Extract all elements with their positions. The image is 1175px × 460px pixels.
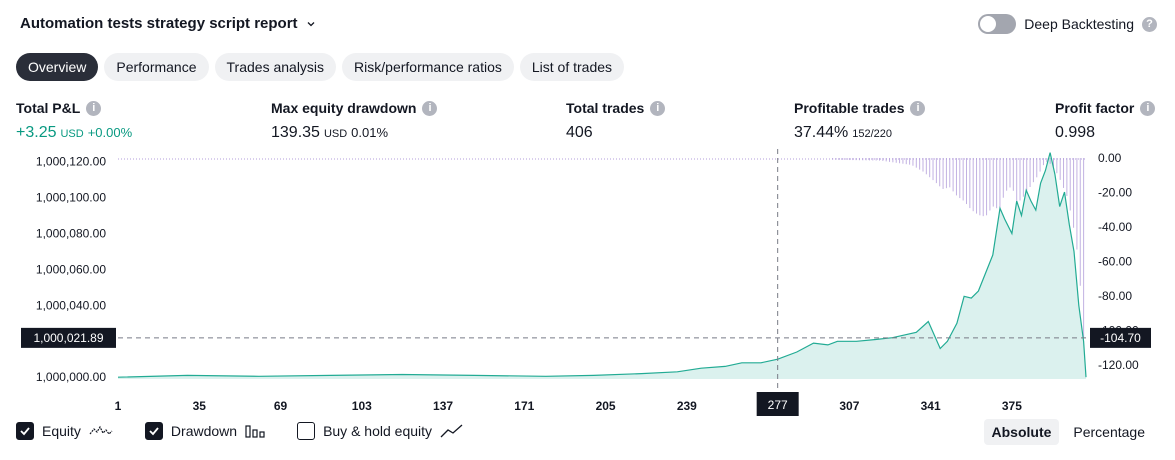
deep-backtesting-label: Deep Backtesting xyxy=(1024,16,1134,32)
stat-unit: USD xyxy=(323,128,348,140)
stat-percent: 0.01% xyxy=(351,125,389,140)
report-title: Automation tests strategy script report xyxy=(20,15,298,32)
tab-overview[interactable]: Overview xyxy=(16,53,99,81)
stat-profit-factor: Profit factor i 0.998 xyxy=(1055,100,1156,142)
tab-performance[interactable]: Performance xyxy=(104,53,209,81)
stat-profitable-trades: Profitable trades i 37.44% 152/220 xyxy=(794,100,926,142)
x-tick-label: 103 xyxy=(352,399,372,413)
info-icon[interactable]: i xyxy=(1140,100,1156,116)
stat-value: 139.35 xyxy=(271,124,320,141)
report-header[interactable]: Automation tests strategy script report xyxy=(20,15,316,32)
stat-value: 0.998 xyxy=(1055,124,1096,141)
left-tick-label: 1,000,080.00 xyxy=(36,226,106,240)
drawdown-checkbox[interactable] xyxy=(144,422,163,440)
x-tick-label: 375 xyxy=(1002,399,1022,413)
right-tick-label: -120.00 xyxy=(1098,358,1139,372)
info-icon[interactable]: i xyxy=(86,100,102,116)
scale-mode: Absolute Percentage xyxy=(983,419,1154,445)
crosshair-left-value: 1,000,021.89 xyxy=(33,331,103,345)
left-tick-label: 1,000,120.00 xyxy=(36,155,106,169)
crosshair-right-value: -104.70 xyxy=(1100,331,1141,345)
equity-line-icon xyxy=(89,425,113,435)
x-tick-label: 137 xyxy=(433,399,453,413)
stat-label: Total trades xyxy=(566,100,645,116)
info-icon[interactable]: i xyxy=(650,100,666,116)
x-tick-label: 35 xyxy=(193,399,207,413)
x-tick-label: 239 xyxy=(677,399,697,413)
left-axis: 1,000,000.001,000,020.001,000,040.001,00… xyxy=(36,155,106,385)
trend-line-icon xyxy=(440,424,463,438)
left-tick-label: 1,000,000.00 xyxy=(36,370,106,384)
x-tick-label: 171 xyxy=(514,399,534,413)
crosshair-x-value: 277 xyxy=(768,398,788,412)
absolute-button[interactable]: Absolute xyxy=(983,419,1060,445)
equity-chart[interactable]: 1,000,000.001,000,020.001,000,040.001,00… xyxy=(0,145,1175,417)
help-icon[interactable]: ? xyxy=(1142,16,1157,32)
stat-ratio: 152/220 xyxy=(852,128,893,140)
report-tabs: Overview Performance Trades analysis Ris… xyxy=(16,53,625,81)
percentage-button[interactable]: Percentage xyxy=(1073,424,1145,440)
stat-value: 37.44% xyxy=(794,124,849,141)
crosshair-left-box xyxy=(21,327,116,348)
stat-value: +3.25 xyxy=(16,124,57,141)
stat-percent: +0.00% xyxy=(87,125,133,140)
stat-total-pnl: Total P&L i +3.25 USD +0.00% xyxy=(16,100,132,142)
right-tick-label: 0.00 xyxy=(1098,151,1122,165)
info-icon[interactable]: i xyxy=(910,100,926,116)
legend-drawdown[interactable]: Drawdown xyxy=(144,422,265,440)
left-tick-label: 1,000,060.00 xyxy=(36,262,106,276)
x-tick-label: 341 xyxy=(921,399,941,413)
stat-label: Profit factor xyxy=(1055,100,1135,116)
right-tick-label: -40.00 xyxy=(1098,220,1132,234)
legend-equity[interactable]: Equity xyxy=(16,422,113,440)
stat-max-drawdown: Max equity drawdown i 139.35 USD 0.01% xyxy=(271,100,438,142)
drawdown-bars-icon xyxy=(245,425,265,438)
tab-trades-analysis[interactable]: Trades analysis xyxy=(214,53,337,81)
stat-unit: USD xyxy=(60,128,84,140)
tab-list-of-trades[interactable]: List of trades xyxy=(519,53,625,81)
stat-label: Total P&L xyxy=(16,100,81,116)
x-tick-label: 69 xyxy=(274,399,288,413)
x-tick-label: 1 xyxy=(115,399,122,413)
crosshair: 1,000,021.89 -104.70 277 xyxy=(21,149,1151,416)
stat-value: 406 xyxy=(566,124,593,141)
right-tick-label: -60.00 xyxy=(1098,255,1132,269)
crosshair-right-box xyxy=(1090,327,1151,348)
left-tick-label: 1,000,100.00 xyxy=(36,191,106,205)
tab-risk-ratios[interactable]: Risk/performance ratios xyxy=(342,53,514,81)
stat-label: Profitable trades xyxy=(794,100,905,116)
right-tick-label: -20.00 xyxy=(1098,186,1132,200)
x-tick-label: 205 xyxy=(596,399,616,413)
equity-line xyxy=(117,152,1087,378)
x-axis: 1 35 69 103 137 171 205 239 307 341 375 xyxy=(115,399,1023,413)
stat-label: Max equity drawdown xyxy=(271,100,417,116)
drawdown-series xyxy=(118,158,1086,338)
left-tick-label: 1,000,040.00 xyxy=(36,298,106,312)
equity-area xyxy=(118,152,1086,379)
legend-label: Equity xyxy=(42,423,81,439)
equity-checkbox[interactable] xyxy=(16,422,34,440)
legend-buy-hold[interactable]: Buy & hold equity xyxy=(297,422,464,440)
legend-label: Drawdown xyxy=(170,423,238,439)
deep-backtesting: Deep Backtesting ? xyxy=(978,14,1157,34)
stat-total-trades: Total trades i 406 xyxy=(566,100,666,142)
x-tick-label: 307 xyxy=(839,399,859,413)
chart-legend: Equity Drawdown Buy & hold equity xyxy=(16,422,496,440)
crosshair-x-box xyxy=(756,392,799,416)
legend-label: Buy & hold equity xyxy=(323,423,433,439)
info-icon[interactable]: i xyxy=(422,100,438,116)
chevron-down-icon[interactable] xyxy=(306,19,316,29)
buy-hold-checkbox[interactable] xyxy=(297,422,316,440)
toggle-knob xyxy=(980,16,997,32)
deep-backtesting-toggle[interactable] xyxy=(978,14,1017,34)
right-tick-label: -80.00 xyxy=(1098,289,1132,303)
